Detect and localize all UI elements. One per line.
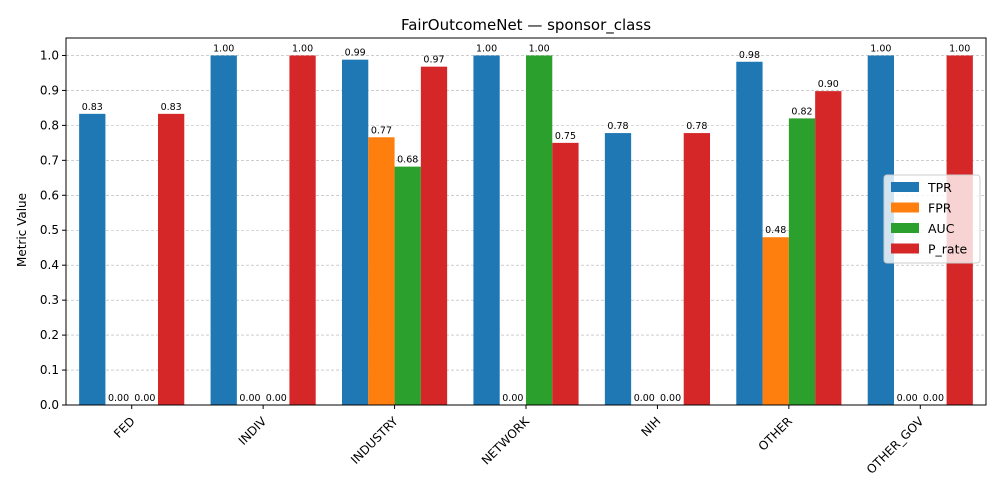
- bar-tpr-network: [473, 55, 500, 405]
- x-tick-label: OTHER_GOV: [864, 414, 927, 477]
- x-tick-label: INDIV: [236, 414, 270, 448]
- x-tick-label: NETWORK: [479, 413, 533, 467]
- bar-tpr-industry: [342, 59, 369, 406]
- bars: [79, 55, 973, 406]
- bar-p-rate-other: [815, 91, 842, 405]
- data-label: 0.00: [239, 393, 260, 404]
- legend: TPR FPR AUC P_rate: [883, 174, 981, 264]
- data-labels: 0.83 0.00 0.00 0.83 1.00 0.00 0.00 1.00 0.99 0.77…: [82, 43, 971, 404]
- legend-label: P_rate: [928, 242, 967, 257]
- data-label: 0.48: [765, 225, 786, 236]
- data-label: 1.00: [292, 43, 313, 54]
- legend-swatch-tpr: [891, 182, 919, 192]
- data-label: 0.00: [923, 393, 944, 404]
- bar-auc-network: [526, 55, 553, 405]
- legend-swatch-fpr: [891, 202, 919, 213]
- data-label: 1.00: [529, 43, 550, 54]
- data-label: 0.00: [634, 393, 655, 404]
- data-label: 0.98: [739, 50, 760, 61]
- data-label: 0.99: [345, 48, 366, 59]
- data-label: 0.00: [897, 393, 918, 404]
- y-tick-label: 0.3: [40, 293, 59, 307]
- legend-swatch-auc: [891, 223, 919, 233]
- bar-fpr-industry: [368, 137, 395, 405]
- bar-tpr-fed: [79, 113, 106, 405]
- data-label: 0.00: [502, 393, 523, 404]
- data-label: 0.78: [686, 121, 707, 132]
- y-tick-label: 0.1: [40, 363, 59, 377]
- x-tick-label: OTHER: [756, 414, 795, 453]
- bar-p-rate-industry: [420, 66, 448, 405]
- data-label: 1.00: [213, 43, 234, 54]
- bar-auc-other: [788, 118, 816, 405]
- data-label: 1.00: [870, 43, 891, 54]
- y-tick-label: 0.6: [40, 188, 59, 202]
- y-tick-label: 0.2: [40, 328, 59, 342]
- y-tick-label: 1.0: [40, 48, 59, 62]
- data-label: 0.83: [161, 102, 182, 113]
- y-axis: 0.0 0.1 0.2 0.3 0.4 0.5 0.6 0.7 0.8 0.9 1.0: [40, 48, 66, 412]
- data-label: 1.00: [949, 43, 970, 54]
- y-tick-label: 0.7: [40, 153, 59, 167]
- bar-tpr-indiv: [210, 55, 237, 405]
- data-label: 0.00: [266, 393, 287, 404]
- data-label: 0.83: [82, 102, 103, 113]
- data-label: 0.97: [423, 55, 444, 66]
- bar-p-rate-fed: [158, 113, 185, 405]
- data-label: 0.00: [134, 393, 155, 404]
- x-axis: FED INDIV INDUSTRY NETWORK NIH OTHER OTHER_GOV: [111, 405, 927, 477]
- y-axis-label: Metric Value: [15, 193, 29, 267]
- legend-frame: [883, 174, 981, 264]
- bar-auc-industry: [394, 166, 421, 405]
- y-tick-label: 0.5: [40, 223, 59, 237]
- bar-p-rate-network: [552, 142, 579, 405]
- data-label: 0.00: [108, 393, 129, 404]
- bar-fpr-other: [762, 237, 789, 405]
- legend-label: AUC: [928, 221, 955, 236]
- data-label: 0.90: [818, 79, 839, 90]
- y-tick-label: 0.4: [40, 258, 59, 272]
- data-label: 0.68: [397, 155, 418, 166]
- bar-tpr-other: [736, 61, 763, 406]
- data-label: 1.00: [476, 43, 497, 54]
- data-label: 0.75: [555, 131, 576, 142]
- chart-title: FairOutcomeNet — sponsor_class: [401, 16, 651, 35]
- x-tick-label: INDUSTRY: [348, 414, 401, 467]
- legend-label: TPR: [927, 180, 952, 195]
- legend-swatch-p-rate: [891, 243, 919, 254]
- bar-p-rate-nih: [683, 133, 710, 405]
- data-label: 0.78: [607, 121, 628, 132]
- x-tick-label: NIH: [638, 414, 663, 439]
- y-tick-label: 0.9: [40, 83, 59, 97]
- legend-label: FPR: [928, 201, 952, 216]
- bar-tpr-nih: [604, 133, 632, 405]
- data-label: 0.82: [791, 106, 812, 117]
- y-tick-label: 0.8: [40, 118, 59, 132]
- y-tick-label: 0.0: [40, 398, 59, 412]
- data-label: 0.77: [371, 125, 392, 136]
- x-tick-label: FED: [111, 414, 138, 441]
- bar-p-rate-indiv: [289, 55, 316, 405]
- data-label: 0.00: [660, 393, 681, 404]
